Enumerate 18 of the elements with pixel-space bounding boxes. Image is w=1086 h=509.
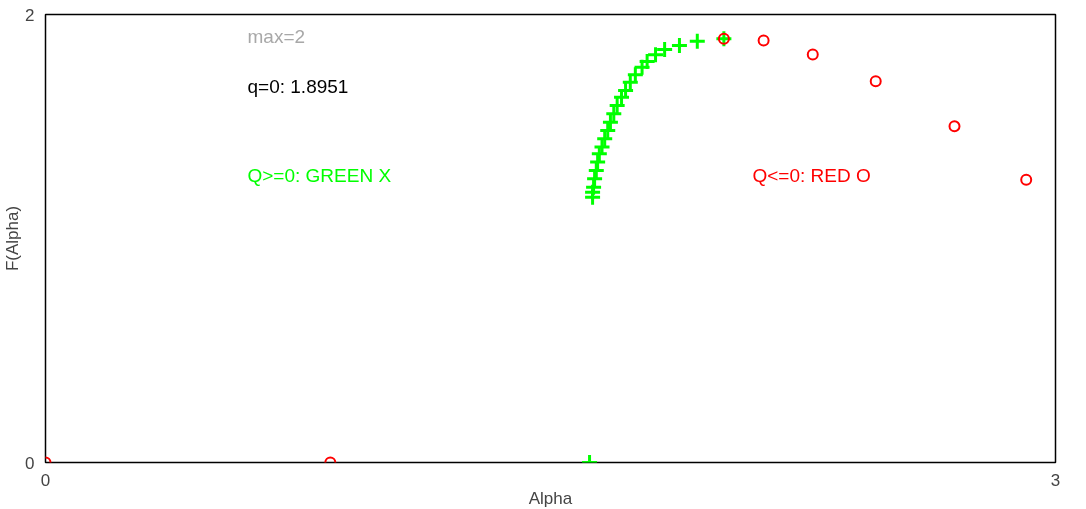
point [583, 183, 602, 202]
annotation: max=2 [247, 26, 306, 48]
y-axis-title: F(Alpha) [3, 205, 23, 272]
text: Q>=0: GREEN X [247, 165, 392, 187]
point [948, 120, 961, 133]
point [757, 34, 770, 47]
y-tick-label: 2 [25, 5, 35, 25]
point [584, 178, 603, 197]
point [869, 75, 882, 88]
point [688, 32, 707, 51]
x-axis-title: Alpha [528, 488, 573, 508]
x-tick-label: 3 [1050, 470, 1061, 490]
point [670, 36, 689, 55]
text: Q<=0: RED O [752, 165, 871, 187]
point [806, 48, 819, 61]
point [1020, 173, 1033, 186]
annotation: q=0: 1.8951 [247, 75, 349, 97]
point [587, 161, 606, 180]
